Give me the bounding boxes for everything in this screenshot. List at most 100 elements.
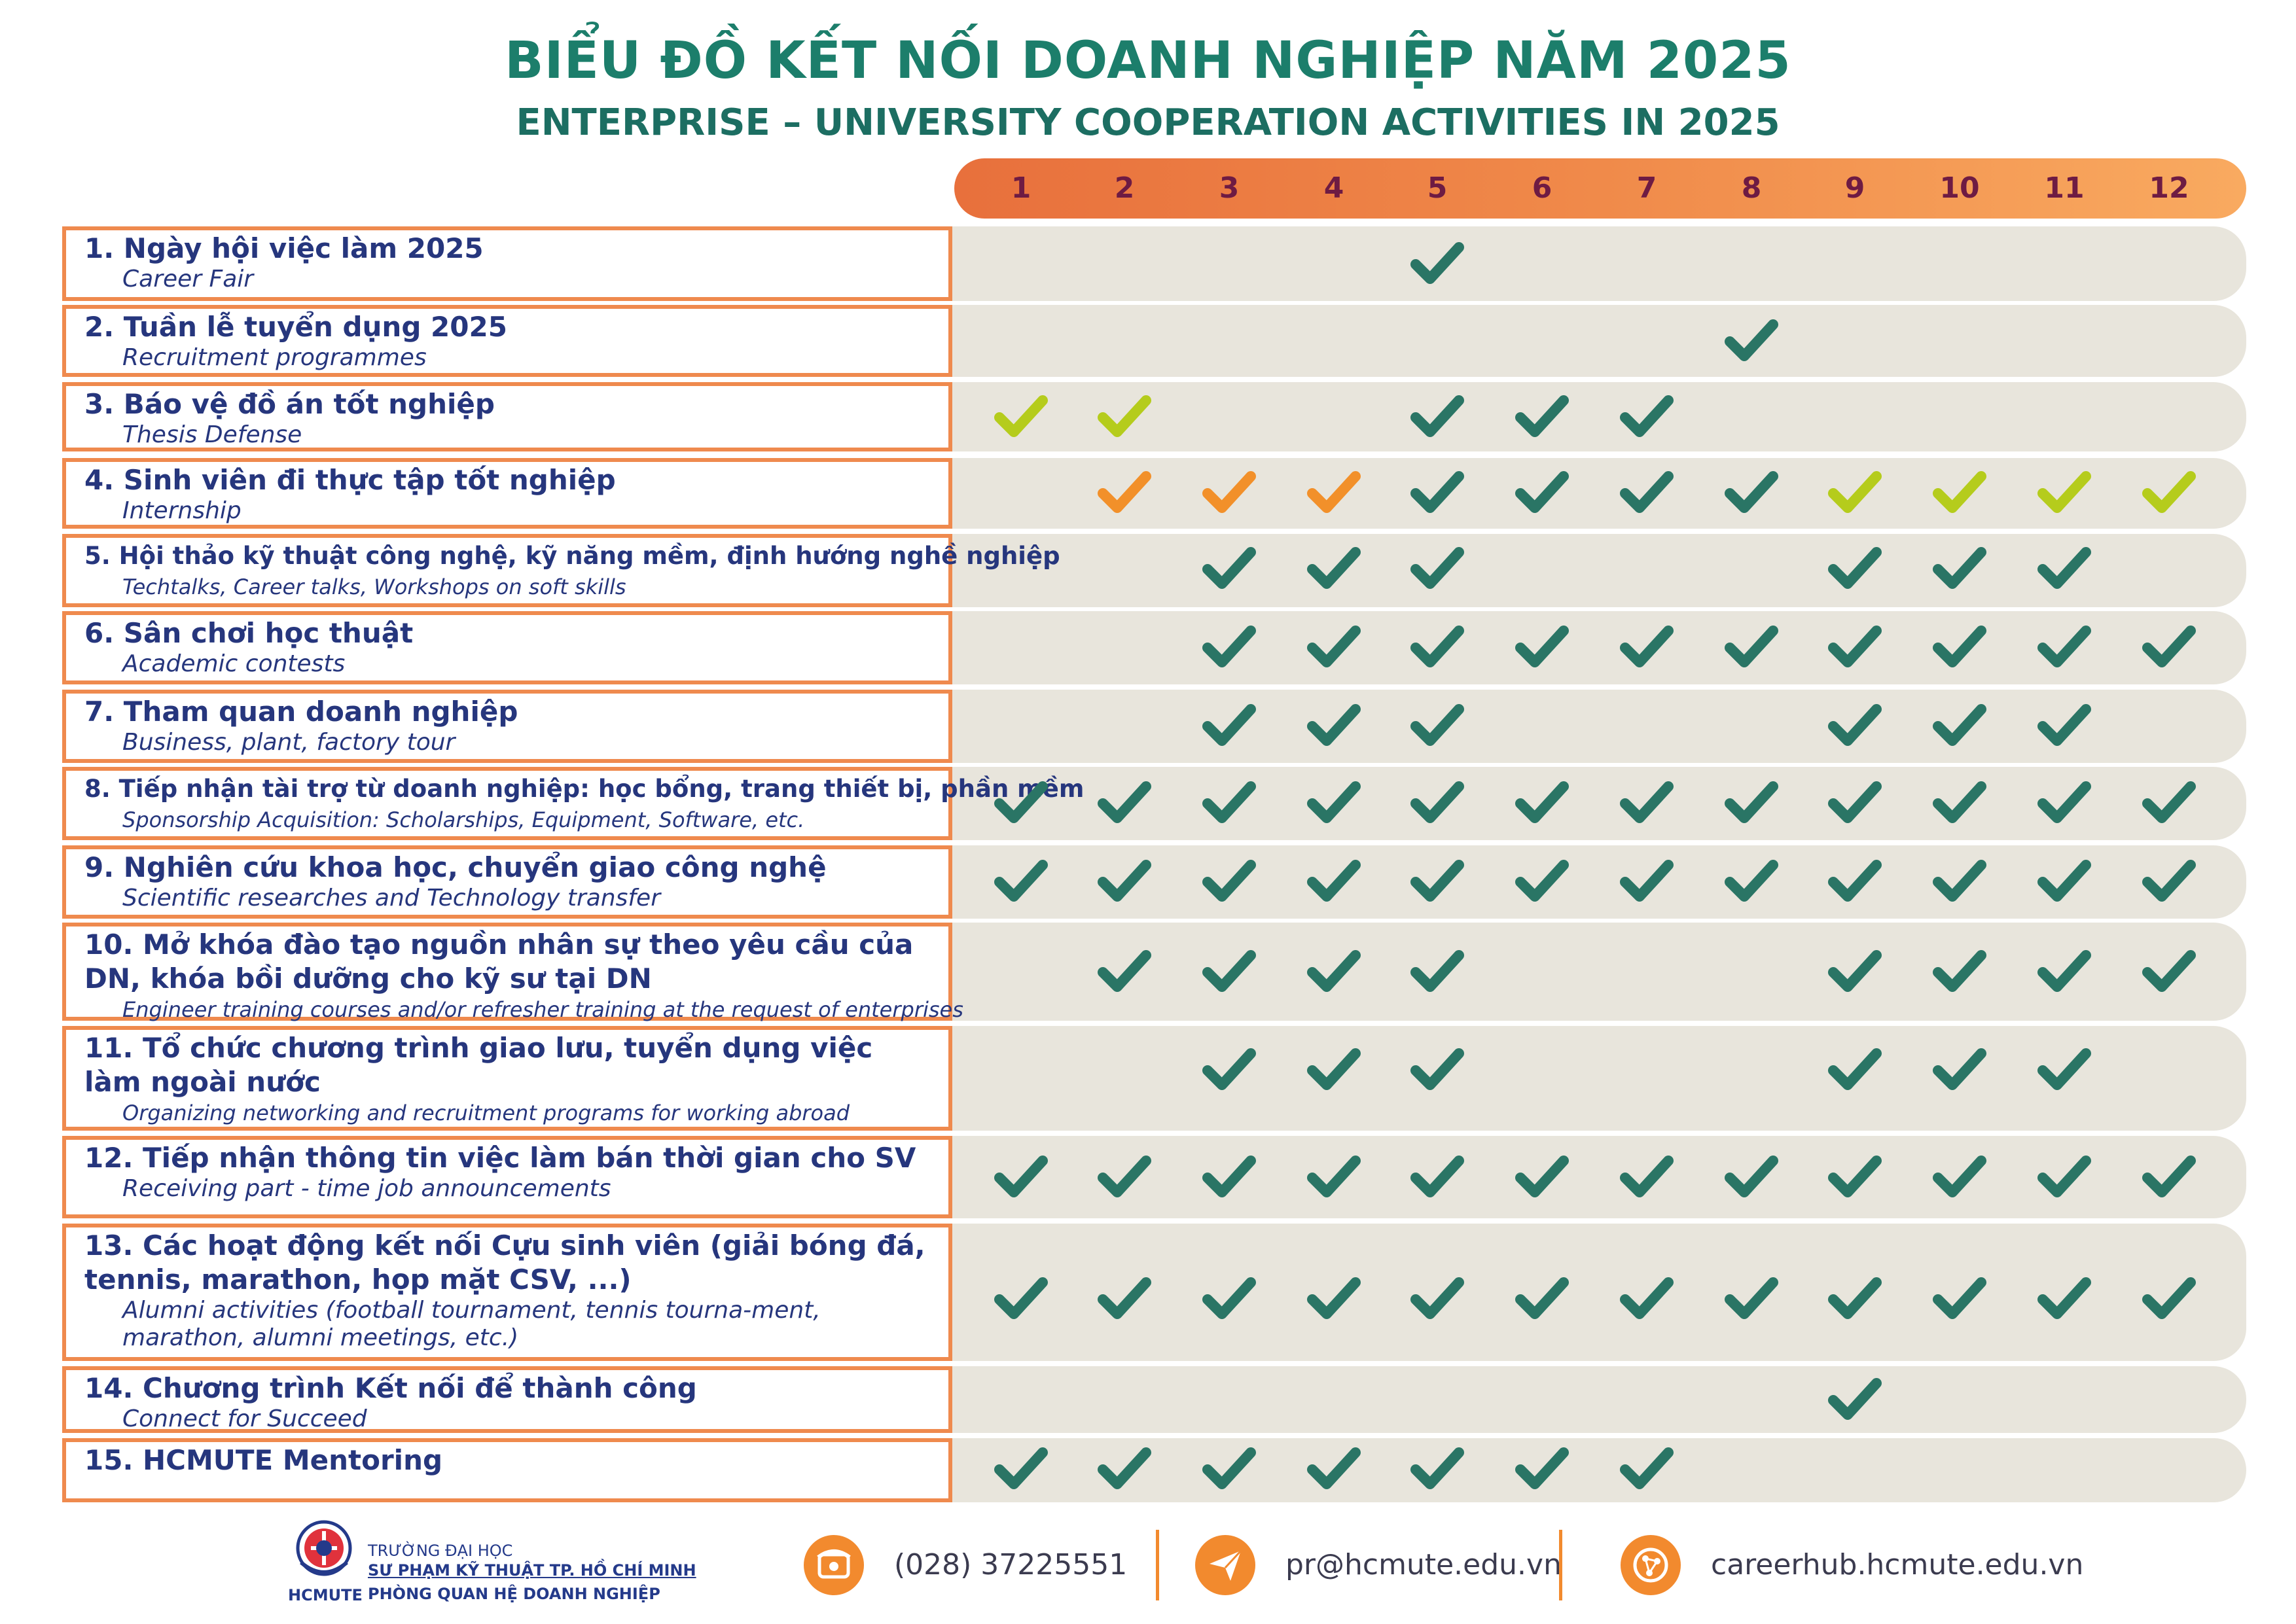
checkmark-icon: [1307, 626, 1361, 667]
checkmark-icon: [2142, 1156, 2196, 1197]
checkmark-icon: [1515, 626, 1569, 667]
school-name-line1: TRƯỜNG ĐẠI HỌC: [368, 1542, 513, 1560]
checkmark-icon: [1307, 1156, 1361, 1197]
checkmark-icon: [1410, 1048, 1464, 1090]
activity-name-vn: 3. Báo vệ đồ án tốt nghiệp: [84, 388, 495, 420]
checkmark-icon: [1307, 781, 1361, 823]
activity-row-track: [923, 767, 2246, 840]
activity-name-en: Receiving part - time job announcements: [122, 1175, 611, 1202]
checkmark-icon: [2037, 950, 2091, 992]
email-link[interactable]: pr@hcmute.edu.vn: [1285, 1548, 1562, 1581]
activity-name-en: Engineer training courses and/or refresh…: [122, 997, 963, 1022]
month-label: 4: [1323, 171, 1344, 205]
checkmark-icon: [1725, 626, 1778, 667]
month-label: 12: [2149, 171, 2189, 205]
activity-name-en: Alumni activities (football tournament, …: [122, 1297, 821, 1351]
checkmark-icon: [1202, 950, 1256, 992]
checkmark-icon: [1410, 242, 1464, 284]
checkmark-icon: [1515, 1447, 1569, 1489]
checkmark-icon: [1202, 626, 1256, 667]
activity-name-vn: 10. Mở khóa đào tạo nguồn nhân sự theo y…: [84, 928, 914, 995]
activity-label: 8. Tiếp nhận tài trợ từ doanh nghiệp: họ…: [62, 767, 1085, 840]
checkmark-icon: [1098, 860, 1151, 902]
checkmark-icon: [1620, 395, 1674, 437]
checkmark-icon: [1098, 1277, 1151, 1319]
activity-name-en: Internship: [122, 497, 242, 524]
activity-label: 15. HCMUTE Mentoring: [62, 1438, 952, 1502]
activity-name-vn: 7. Tham quan doanh nghiệp: [84, 696, 518, 728]
footer-divider: [1156, 1530, 1159, 1600]
checkmark-icon: [1098, 395, 1151, 437]
send-icon: [1195, 1535, 1255, 1595]
activity-name-en: Scientific researches and Technology tra…: [122, 885, 661, 911]
checkmark-icon: [994, 1447, 1048, 1489]
checkmark-icon: [2142, 471, 2196, 513]
month-label: 9: [1844, 171, 1865, 205]
checkmark-icon: [2037, 1156, 2091, 1197]
checkmark-icon: [1098, 950, 1151, 992]
activity-name-en: Techtalks, Career talks, Workshops on so…: [122, 574, 626, 599]
checkmark-icon: [1828, 704, 1882, 746]
checkmark-icon: [1828, 471, 1882, 513]
activity-label: 1. Ngày hội việc làm 2025 Career Fair: [62, 226, 952, 301]
checkmark-icon: [2037, 471, 2091, 513]
checkmark-icon: [1725, 1156, 1778, 1197]
activity-name-en: Thesis Defense: [122, 421, 302, 448]
website-link[interactable]: careerhub.hcmute.edu.vn: [1711, 1548, 2084, 1581]
checkmark-icon: [1620, 1277, 1674, 1319]
checkmark-icon: [1933, 1156, 1986, 1197]
activity-name-en: Sponsorship Acquisition: Scholarships, E…: [122, 807, 805, 832]
school-name-line2: SƯ PHẠM KỸ THUẬT TP. HỒ CHÍ MINH: [368, 1561, 696, 1580]
activity-name-vn: 8. Tiếp nhận tài trợ từ doanh nghiệp: họ…: [84, 775, 1085, 803]
activity-row-track: [923, 1026, 2246, 1131]
hcmute-logo-icon: [296, 1520, 352, 1576]
checkmark-icon: [1410, 547, 1464, 589]
checkmark-icon: [1202, 471, 1256, 513]
checkmark-icon: [1307, 1447, 1361, 1489]
checkmark-icon: [1933, 860, 1986, 902]
activity-name-vn: 5. Hội thảo kỹ thuật công nghệ, kỹ năng …: [84, 542, 1060, 570]
checkmark-icon: [1410, 1156, 1464, 1197]
checkmark-icon: [1202, 860, 1256, 902]
checkmark-icon: [2037, 547, 2091, 589]
activity-name-vn: 14. Chương trình Kết nối để thành công: [84, 1372, 697, 1404]
month-label: 10: [1939, 171, 1980, 205]
activity-name-en: Connect for Succeed: [122, 1405, 367, 1432]
phone-number[interactable]: (028) 37225551: [894, 1548, 1128, 1581]
activity-row: 9. Nghiên cứu khoa học, chuyển giao công…: [0, 845, 2296, 919]
checkmark-icon: [1410, 471, 1464, 513]
activity-name-en: Recruitment programmes: [122, 344, 427, 371]
activity-row-track: [923, 690, 2246, 763]
checkmark-icon: [1307, 547, 1361, 589]
activity-row: 2. Tuần lễ tuyển dụng 2025 Recruitment pr…: [0, 305, 2296, 377]
activity-name-vn: 1. Ngày hội việc làm 2025: [84, 232, 484, 264]
checkmark-icon: [2037, 860, 2091, 902]
checkmark-icon: [1098, 1156, 1151, 1197]
activity-name-vn: 2. Tuần lễ tuyển dụng 2025: [84, 311, 507, 343]
checkmark-icon: [1307, 1048, 1361, 1090]
phone-icon: [804, 1535, 864, 1595]
activity-row: 14. Chương trình Kết nối để thành công Co…: [0, 1366, 2296, 1433]
checkmark-icon: [1620, 781, 1674, 823]
checkmark-icon: [1828, 781, 1882, 823]
activity-name-vn: 12. Tiếp nhận thông tin việc làm bán thờ…: [84, 1142, 916, 1174]
globe-icon: [1621, 1535, 1681, 1595]
checkmark-icon: [1410, 704, 1464, 746]
activity-name-en: Career Fair: [122, 266, 254, 292]
activity-label: 9. Nghiên cứu khoa học, chuyển giao công…: [62, 845, 952, 919]
page-subtitle: ENTERPRISE – UNIVERSITY COOPERATION ACTI…: [516, 101, 1780, 144]
checkmark-icon: [1307, 704, 1361, 746]
checkmark-icon: [1933, 547, 1986, 589]
checkmark-icon: [994, 860, 1048, 902]
activity-row-track: [923, 1366, 2246, 1433]
checkmark-icon: [2142, 626, 2196, 667]
checkmark-icon: [1933, 1277, 1986, 1319]
checkmark-icon: [1410, 1277, 1464, 1319]
checkmark-icon: [1828, 547, 1882, 589]
checkmark-icon: [1098, 1447, 1151, 1489]
month-label: 1: [1011, 171, 1031, 205]
checkmark-icon: [1620, 1447, 1674, 1489]
checkmark-icon: [1307, 1277, 1361, 1319]
activity-row-track: [923, 1136, 2246, 1218]
checkmark-icon: [994, 395, 1048, 437]
